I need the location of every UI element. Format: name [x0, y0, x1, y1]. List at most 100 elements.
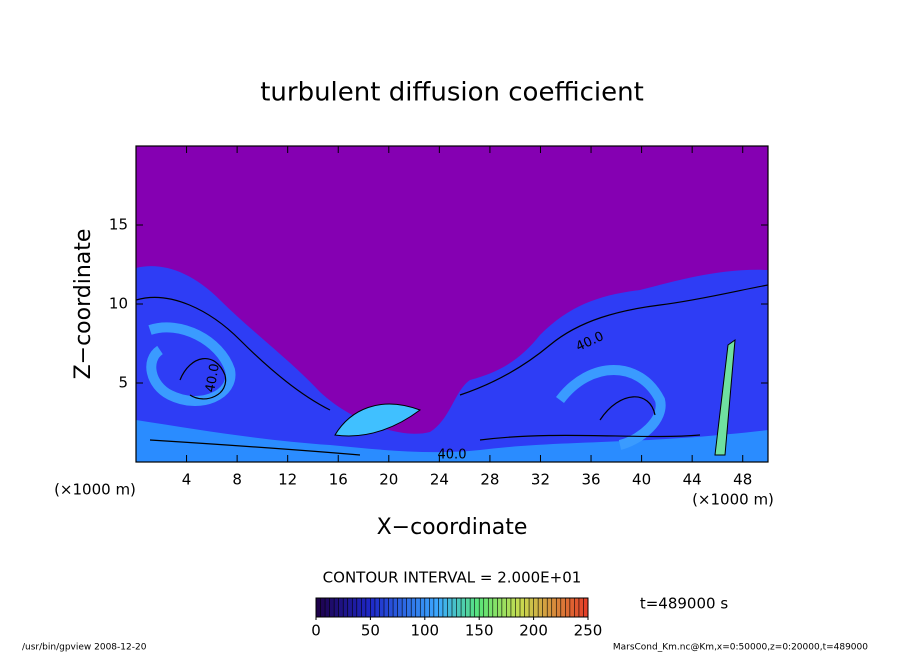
x-tick-label: 24: [430, 471, 449, 489]
contour-label: 40.0: [203, 362, 223, 393]
colorbar-cell: [456, 598, 462, 617]
colorbar-cell: [397, 598, 403, 617]
colorbar-frame: [315, 597, 589, 618]
colorbar-cell: [510, 598, 516, 617]
x-unit: (×1000 m): [692, 491, 774, 509]
colorbar-cell: [578, 598, 584, 617]
x-tick-label: 8: [232, 471, 242, 489]
footer-right: MarsCond_Km.nc@Km,x=0:50000,z=0:20000,t=…: [613, 643, 868, 653]
field-region: [136, 420, 768, 462]
colorbar-cell: [442, 598, 448, 617]
colorbar-cell: [424, 598, 430, 617]
colorbar-cell: [384, 598, 389, 617]
colorbar-cell: [374, 598, 380, 617]
colorbar-cell: [524, 598, 530, 617]
colorbar-cell: [370, 598, 376, 617]
colorbar-cell: [352, 598, 358, 617]
colorbar-tick-label: 200: [519, 622, 548, 640]
y-tick-label: 15: [109, 216, 128, 234]
colorbar-cell: [388, 598, 394, 617]
colorbar-cell: [565, 598, 571, 617]
colorbar-tick-label: 100: [410, 622, 439, 640]
colorbar-cell: [406, 598, 412, 617]
colorbar-tick-label: 150: [465, 622, 494, 640]
colorbar-cell: [438, 598, 444, 617]
x-tick-label: 44: [683, 471, 702, 489]
contour-interval: CONTOUR INTERVAL = 2.000E+01: [323, 569, 582, 587]
x-tick-label: 36: [581, 471, 600, 489]
colorbar-cell: [533, 598, 539, 617]
x-tick-label: 28: [480, 471, 499, 489]
colorbar-cell: [529, 598, 534, 617]
colorbar-cell: [556, 598, 562, 617]
colorbar-cell: [316, 598, 321, 617]
colorbar-cell: [506, 598, 512, 617]
colorbar-cell: [488, 598, 494, 617]
colorbar-cell: [542, 598, 548, 617]
colorbar-cell: [329, 598, 335, 617]
colorbar-cell: [334, 598, 339, 617]
colorbar-cell: [338, 598, 344, 617]
colorbar-cell: [452, 598, 457, 617]
colorbar-cell: [365, 598, 371, 617]
colorbar-cell: [569, 598, 575, 617]
colorbar-cell: [583, 598, 589, 617]
field-streak: [334, 403, 422, 437]
colorbar-cell: [560, 598, 566, 617]
field-streak: [714, 338, 736, 456]
field-streak: [556, 365, 666, 450]
colorbar-cell: [497, 598, 503, 617]
contour-line: [136, 284, 768, 456]
x-tick-label: 12: [278, 471, 297, 489]
colorbar-cell: [483, 598, 489, 617]
colorbar-cell: [429, 598, 435, 617]
colorbar-cell: [551, 598, 557, 617]
colorbar-cell: [470, 598, 475, 617]
colorbar-cell: [474, 598, 480, 617]
colorbar-cell: [501, 598, 507, 617]
colorbar-cell: [433, 598, 439, 617]
colorbar-cell: [520, 598, 525, 617]
colorbar-cell: [492, 598, 498, 617]
colorbar-cell: [343, 598, 349, 617]
x-tick-label: 40: [632, 471, 651, 489]
y-axis-label: Z−coordinate: [71, 229, 96, 380]
chart-title: turbulent diffusion coefficient: [260, 78, 644, 108]
colorbar-cell: [320, 598, 326, 617]
x-axis-label: X−coordinate: [377, 515, 528, 540]
x-tick-label: 20: [379, 471, 398, 489]
x-tick-label: 32: [531, 471, 550, 489]
colorbar-cell: [325, 598, 330, 617]
colorbar-cell: [379, 598, 385, 617]
colorbar-cell: [393, 598, 398, 617]
colorbar-cell: [415, 598, 421, 617]
contour-label: 40.0: [438, 448, 467, 463]
colorbar-tick-label: 250: [574, 622, 603, 640]
colorbar-cell: [515, 598, 521, 617]
x-tick-label: 4: [182, 471, 192, 489]
colorbar-cell: [411, 598, 417, 617]
x-tick-label: 48: [733, 471, 752, 489]
colorbar-cell: [356, 598, 362, 617]
footer-left: /usr/bin/gpview 2008-12-20: [22, 643, 147, 653]
colorbar-cell: [347, 598, 353, 617]
x-tick-label: 16: [329, 471, 348, 489]
colorbar-cell: [538, 598, 543, 617]
colorbar-cell: [574, 598, 580, 617]
field: [136, 146, 768, 462]
y-tick-label: 5: [118, 374, 128, 392]
y-tick-label: 10: [109, 295, 128, 313]
colorbar-cell: [447, 598, 453, 617]
colorbar-cell: [461, 598, 466, 617]
time-label: t=489000 s: [640, 595, 728, 613]
colorbar-cell: [465, 598, 471, 617]
colorbar-cell: [547, 598, 553, 617]
colorbar-cell: [479, 598, 485, 617]
colorbar-cell: [402, 598, 407, 617]
colorbar-tick-label: 50: [361, 622, 380, 640]
colorbar-tick-label: 0: [311, 622, 321, 640]
y-unit: (×1000 m): [54, 481, 136, 499]
colorbar-cell: [361, 598, 367, 617]
colorbar-cell: [420, 598, 426, 617]
